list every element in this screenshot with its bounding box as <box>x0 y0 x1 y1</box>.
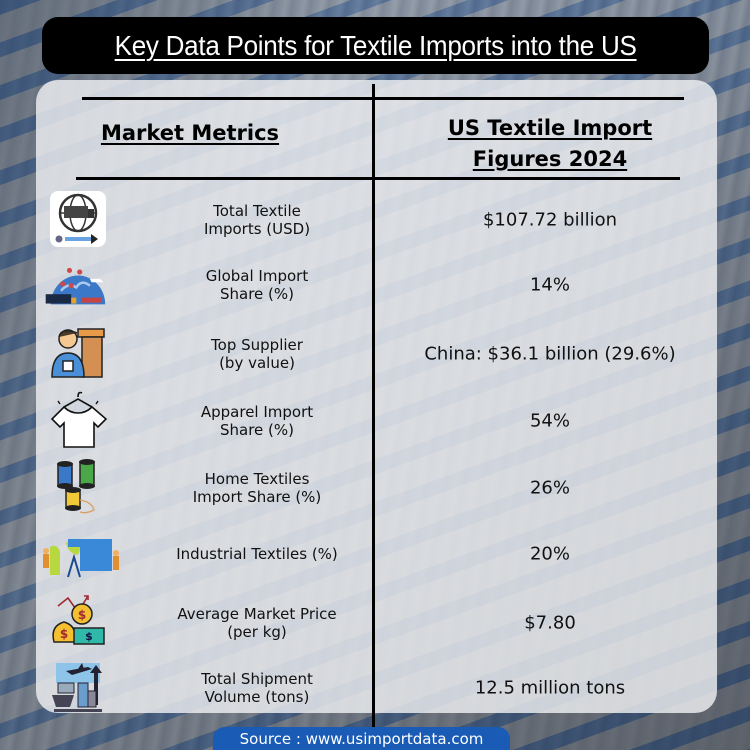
metric-label: Total Shipment Volume (tons) <box>132 670 382 706</box>
metric-line2: Import Share (%) <box>192 488 322 506</box>
metric-label: Home Textiles Import Share (%) <box>132 470 382 506</box>
header-figures-line1: US Textile Import <box>447 116 653 140</box>
metric-line2: (per kg) <box>227 623 287 641</box>
metric-label: Top Supplier (by value) <box>132 336 382 372</box>
table-row: Top Supplier (by value) China: $36.1 bil… <box>40 322 720 386</box>
source-badge: Source : www.usimportdata.com <box>213 727 510 750</box>
table-row: $ $ $ Average Market Price (per kg) $7.8… <box>40 591 720 655</box>
metric-line1: Total Textile <box>213 202 301 220</box>
metric-line1: Global Import <box>205 267 309 285</box>
metric-line1: Apparel Import <box>200 403 314 421</box>
metric-value: 20% <box>529 543 570 565</box>
metric-value: 26% <box>529 477 570 499</box>
table-top-rule <box>82 97 684 100</box>
metric-line1: Industrial Textiles (%) <box>176 545 338 563</box>
svg-text:$: $ <box>85 630 93 643</box>
title-banner: Key Data Points for Textile Imports into… <box>42 17 709 74</box>
tshirt-hanger-icon <box>44 389 112 451</box>
page-title: Key Data Points for Textile Imports into… <box>114 29 637 61</box>
metric-line1: Total Shipment <box>201 670 313 688</box>
table-row: Industrial Textiles (%) 20% <box>40 522 720 586</box>
metric-label: Apparel Import Share (%) <box>132 403 382 439</box>
industrial-machine-icon <box>40 522 124 584</box>
metric-value: China: $36.1 billion (29.6%) <box>424 343 676 365</box>
metric-value: $7.80 <box>524 612 576 634</box>
metric-label: Industrial Textiles (%) <box>132 545 382 563</box>
table-row: Apparel Import Share (%) 54% <box>40 389 720 453</box>
metric-line2: Imports (USD) <box>203 220 311 238</box>
metric-line1: Average Market Price <box>177 605 337 623</box>
metric-line2: Share (%) <box>219 421 294 439</box>
thread-spools-icon <box>44 456 112 518</box>
table-row: Total Textile Imports (USD) $107.72 bill… <box>40 188 720 252</box>
table-row: Global Import Share (%) 14% <box>40 253 720 317</box>
cargo-shipment-icon <box>44 656 112 718</box>
header-market-metrics-label: Market Metrics <box>100 121 280 145</box>
global-trade-map-icon <box>44 253 112 315</box>
table-row: Home Textiles Import Share (%) 26% <box>40 456 720 520</box>
global-shipping-icon <box>44 188 112 250</box>
money-growth-icon: $ $ $ <box>44 591 112 653</box>
header-bottom-rule <box>76 177 680 180</box>
metric-line2: Volume (tons) <box>204 688 310 706</box>
metric-line1: Top Supplier <box>211 336 303 354</box>
metric-line1: Home Textiles <box>204 470 310 488</box>
data-panel <box>36 80 717 713</box>
header-us-figures: US Textile Import Figures 2024 <box>430 113 670 175</box>
metric-value: 14% <box>529 274 570 296</box>
header-figures-line2: Figures 2024 <box>472 147 628 171</box>
metric-line2: (by value) <box>219 354 295 372</box>
svg-text:$: $ <box>60 627 68 641</box>
column-divider <box>372 84 375 750</box>
metric-label: Global Import Share (%) <box>132 267 382 303</box>
metric-value: 54% <box>529 410 570 432</box>
metric-line2: Share (%) <box>219 285 294 303</box>
metric-value: 12.5 million tons <box>474 677 626 699</box>
metric-value: $107.72 billion <box>482 209 617 231</box>
header-market-metrics: Market Metrics <box>90 118 290 149</box>
metric-label: Average Market Price (per kg) <box>132 605 382 641</box>
supplier-shop-icon <box>44 322 112 384</box>
svg-text:$: $ <box>78 608 86 622</box>
metric-label: Total Textile Imports (USD) <box>132 202 382 238</box>
table-row: Total Shipment Volume (tons) 12.5 millio… <box>40 656 720 720</box>
